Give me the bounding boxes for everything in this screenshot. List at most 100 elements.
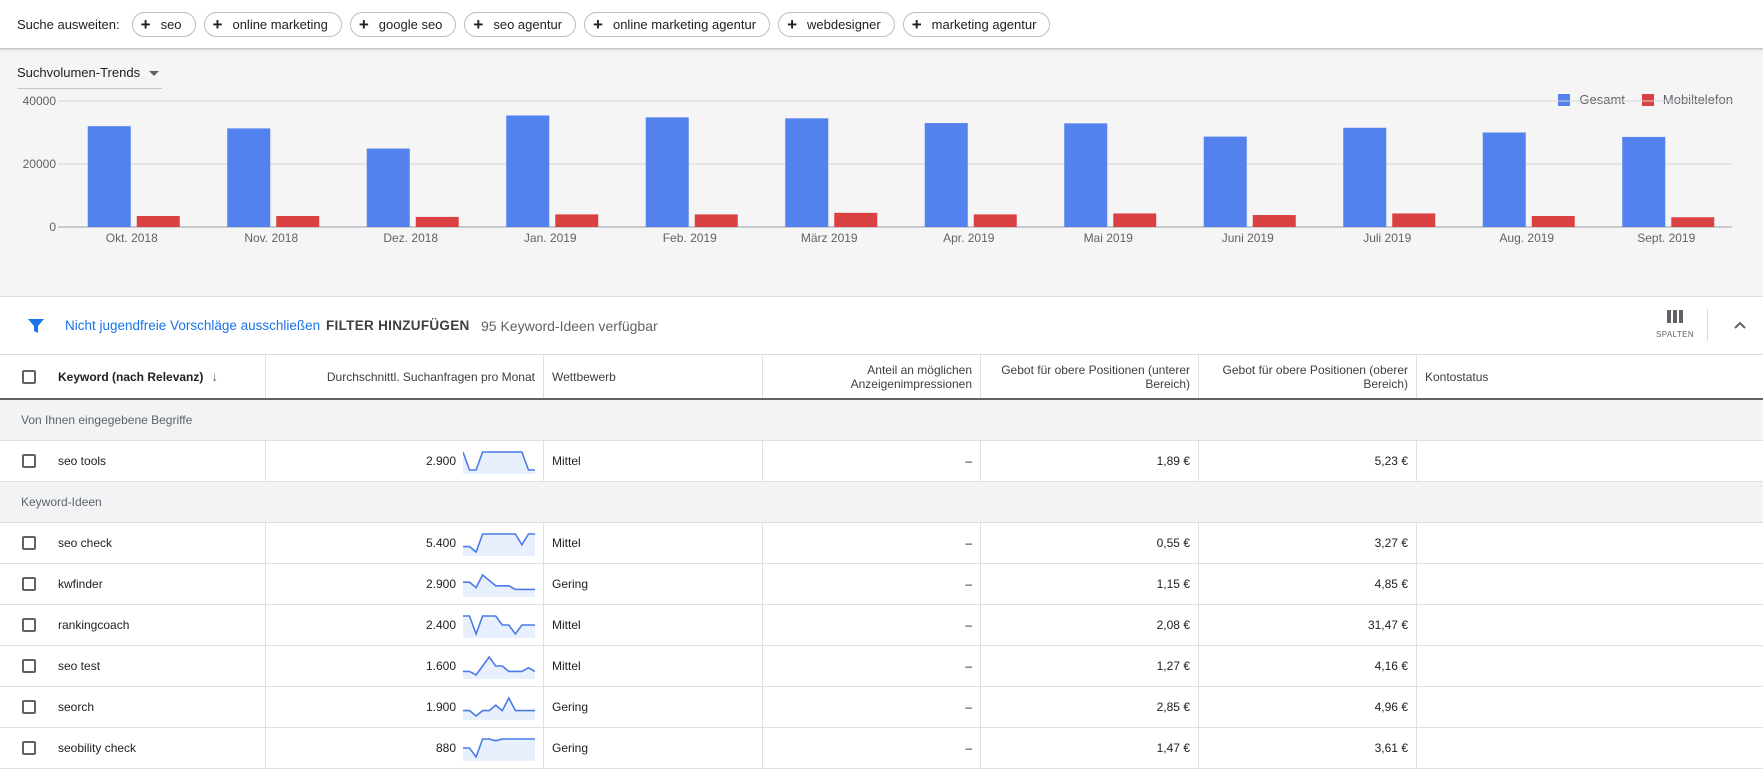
header-bid-high[interactable]: Gebot für obere Positionen (oberer Berei… [1199,355,1417,398]
sparkline-line [463,655,535,677]
x-tick-label: März 2019 [801,231,858,245]
plus-icon: + [787,14,797,34]
bar-total[interactable] [1064,123,1108,227]
bar-total[interactable] [785,118,829,227]
bar-mobile[interactable] [415,216,459,227]
legend-label-mobile: Mobiltelefon [1662,92,1733,107]
bar-mobile[interactable] [694,214,738,227]
keyword-text: seo check [58,536,113,550]
suggestion-chip[interactable]: + seo agentur [464,11,577,37]
bar-mobile[interactable] [834,212,878,227]
bar-mobile[interactable] [1392,213,1436,227]
row-checkbox[interactable] [22,454,36,468]
filter-funnel-icon[interactable] [27,318,45,334]
cell-impression-share: – [763,523,981,563]
bar-total[interactable] [506,115,550,227]
bar-chart: 0 20000 40000 Okt. 2018 Nov. 2018 Dez. 2018 Ja… [23,94,1732,245]
bar-mobile[interactable] [1531,215,1575,227]
bar-mobile[interactable] [555,214,599,227]
header-competition[interactable]: Wettbewerb [544,355,763,398]
row-checkbox[interactable] [22,577,36,591]
cell-bid-low: 1,47 € [981,728,1199,768]
row-checkbox[interactable] [22,536,36,550]
keyword-text: kwfinder [58,577,103,591]
suggestion-chip[interactable]: + webdesigner [778,11,895,37]
x-tick-label: Sept. 2019 [1637,231,1695,245]
bar-total[interactable] [1343,127,1387,227]
row-checkbox[interactable] [22,659,36,673]
chevron-up-icon[interactable] [1731,316,1749,334]
suggestion-chip[interactable]: + seo [131,11,196,37]
bar-mobile[interactable] [136,215,180,227]
trend-sparkline[interactable] [463,571,535,597]
table-row: seo check 5.400 Mittel –0,55 €3,27 € [0,523,1763,564]
header-bid-low[interactable]: Gebot für obere Positionen (unterer Bere… [981,355,1199,398]
cell-keyword: rankingcoach [0,605,266,645]
sort-arrow-down-icon[interactable]: ↓ [211,368,218,384]
trend-sparkline[interactable] [463,530,535,556]
idea-rows: seo check 5.400 Mittel –0,55 €3,27 € kwfinde… [0,523,1763,769]
y-tick-label: 40000 [23,94,57,108]
suggestion-chip-label: seo agentur [493,16,563,32]
header-account-status[interactable]: Kontostatus [1425,369,1489,384]
trend-sparkline[interactable] [463,448,535,474]
avg-searches-value: 1.900 [425,700,456,714]
cell-bid-high: 3,61 € [1199,728,1417,768]
suggestion-chip-label: webdesigner [807,16,881,32]
trend-sparkline[interactable] [463,612,535,638]
suggestion-chip[interactable]: + google seo [349,11,457,37]
bar-mobile[interactable] [276,215,320,227]
plus-icon: + [593,14,603,34]
header-avg-searches[interactable]: Durchschnittl. Suchanfragen pro Monat [266,355,544,398]
bar-mobile[interactable] [973,214,1017,227]
suggestion-chip[interactable]: + online marketing agentur [584,11,771,37]
row-checkbox[interactable] [22,618,36,632]
trend-type-select[interactable]: Suchvolumen-Trends [17,65,162,89]
cell-avg-searches: 1.900 [266,687,544,727]
cell-impression-share: – [763,605,981,645]
bar-total[interactable] [924,123,968,227]
sparkline-area [463,739,535,761]
bar-total[interactable] [645,117,689,227]
suggestion-chip-label: online marketing [232,16,328,32]
exclude-adult-ideas-link[interactable]: Nicht jugendfreie Vorschläge ausschließe… [65,318,321,333]
cell-competition: Mittel [544,441,763,481]
row-checkbox[interactable] [22,741,36,755]
suggestion-chip[interactable]: + online marketing [203,11,342,37]
cell-account-status [1417,646,1763,686]
row-checkbox[interactable] [22,700,36,714]
bar-total[interactable] [87,126,131,227]
cell-competition: Gering [544,564,763,604]
trend-sparkline[interactable] [463,653,535,679]
cell-competition: Gering [544,687,763,727]
suggestion-chip[interactable]: + marketing agentur [902,11,1051,37]
sparkline-area [463,698,535,720]
expand-search-label: Suche ausweiten: [17,16,120,32]
trend-sparkline[interactable] [463,735,535,761]
legend-label-total: Gesamt [1579,92,1625,107]
select-all-checkbox[interactable] [22,369,36,384]
bar-total[interactable] [1622,136,1666,227]
add-filter-button[interactable]: FILTER HINZUFÜGEN [326,318,470,333]
header-keyword[interactable]: Keyword (nach Relevanz) ↓ [0,355,266,398]
bar-mobile[interactable] [1252,215,1296,227]
bar-mobile[interactable] [1113,213,1157,227]
table-row: kwfinder 2.900 Gering –1,15 €4,85 € [0,564,1763,605]
plus-icon: + [212,14,223,34]
bar-mobile[interactable] [1671,217,1715,227]
bar-total[interactable] [1482,132,1526,228]
columns-button[interactable]: SPALTEN [1655,308,1695,346]
cell-competition: Mittel [544,523,763,563]
bar-total[interactable] [1203,136,1247,227]
cell-impression-share: – [763,441,981,481]
bar-total[interactable] [227,128,271,227]
cell-bid-high: 31,47 € [1199,605,1417,645]
trend-sparkline[interactable] [463,694,535,720]
table-row: seorch 1.900 Gering –2,85 €4,96 € [0,687,1763,728]
sparkline-line [463,533,535,554]
legend-item-mobile: Mobiltelefon [1641,92,1733,107]
table-row: seo test 1.600 Mittel –1,27 €4,16 € [0,646,1763,687]
bar-total[interactable] [366,148,410,227]
cell-bid-low: 2,08 € [981,605,1199,645]
header-impression-share[interactable]: Anteil an möglichen Anzeigenimpressionen [763,355,981,398]
